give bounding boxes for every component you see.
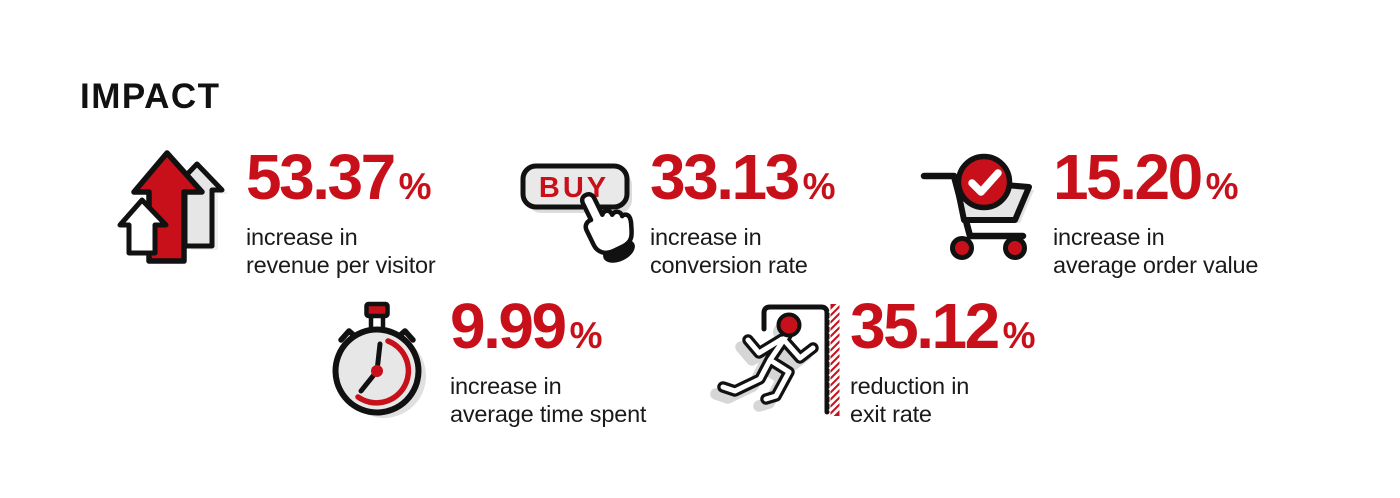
stat-label-line1: increase in	[450, 373, 562, 399]
stat-conversion-rate: BUY 33.13 % increase in conversion rate	[514, 141, 844, 278]
stat-label: reduction in exit rate	[850, 373, 1035, 428]
growth-arrows-icon	[112, 146, 238, 270]
value-number: 9.99	[450, 290, 567, 362]
value-number: 33.13	[650, 141, 800, 213]
percent-sign: %	[1002, 315, 1036, 356]
stat-value: 9.99 %	[450, 290, 646, 363]
value-number: 15.20	[1053, 141, 1203, 213]
stat-label: increase in average order value	[1053, 224, 1258, 279]
stat-value: 53.37 %	[246, 141, 436, 214]
stat-label: increase in average time spent	[450, 373, 646, 428]
stat-label-line1: increase in	[246, 224, 358, 250]
stat-label-line2: conversion rate	[650, 251, 808, 278]
stat-average-time-spent: 9.99 % increase in average time spent	[320, 290, 680, 428]
percent-sign: %	[569, 315, 603, 356]
page-title: IMPACT	[80, 77, 221, 116]
stopwatch-icon	[320, 295, 436, 427]
value-number: 53.37	[246, 141, 396, 213]
buy-button-icon: BUY	[514, 154, 650, 268]
stat-label-line2: average time spent	[450, 400, 647, 427]
stat-label-line2: average order value	[1053, 251, 1259, 278]
pointer-hand-icon	[579, 192, 635, 263]
buy-button-label: BUY	[539, 172, 609, 204]
percent-sign: %	[802, 166, 836, 207]
percent-sign: %	[1205, 166, 1239, 207]
stat-value: 33.13 %	[650, 141, 836, 214]
stat-value: 15.20 %	[1053, 141, 1258, 214]
stat-label-line1: reduction in	[850, 373, 970, 399]
percent-sign: %	[398, 166, 432, 207]
exit-door-icon	[710, 293, 846, 423]
cart-checkmark-icon	[912, 148, 1048, 270]
stat-exit-rate: 35.12 % reduction in exit rate	[710, 290, 1050, 428]
stat-value: 35.12 %	[850, 290, 1036, 363]
stat-label: increase in revenue per visitor	[246, 224, 436, 279]
stat-label-line2: revenue per visitor	[246, 251, 436, 278]
stat-average-order-value: 15.20 % increase in average order value	[912, 141, 1292, 278]
stat-label-line2: exit rate	[850, 400, 932, 427]
value-number: 35.12	[850, 290, 1000, 362]
stat-label-line1: increase in	[1053, 224, 1165, 250]
stat-label: increase in conversion rate	[650, 224, 835, 279]
stat-label-line1: increase in	[650, 224, 762, 250]
stat-revenue-per-visitor: 53.37 % increase in revenue per visitor	[112, 141, 482, 278]
